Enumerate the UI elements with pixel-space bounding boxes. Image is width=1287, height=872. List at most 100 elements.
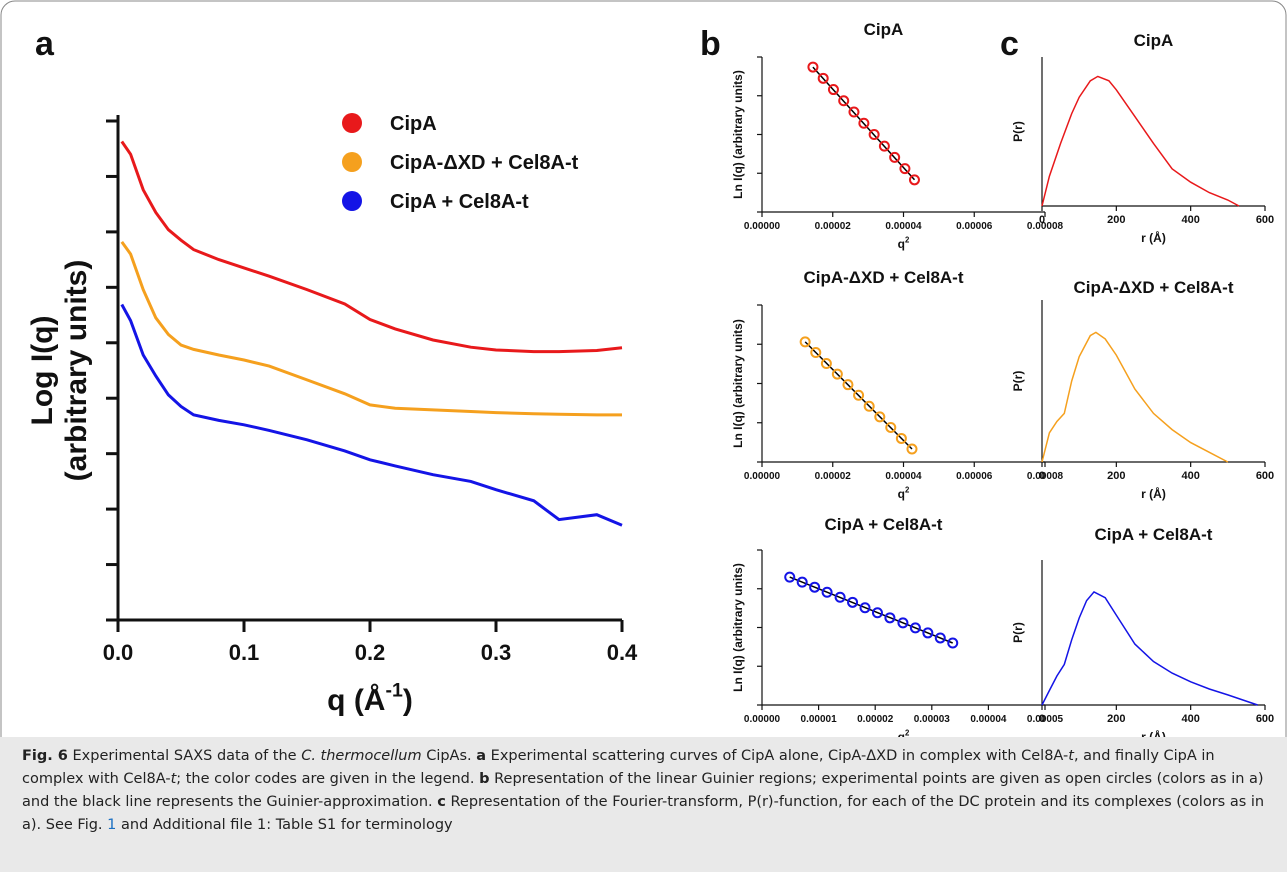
x-axis-label: r (Å) xyxy=(1141,230,1166,245)
x-axis-label: q (Å-1) xyxy=(327,680,413,718)
x-tick-label: 0.00000 xyxy=(744,221,781,232)
point xyxy=(821,586,833,598)
fit-line xyxy=(789,576,953,644)
y-axis-label: P(r) xyxy=(1011,622,1025,643)
figure-link[interactable]: 1 xyxy=(107,817,117,833)
x-axis-label-part: q (Å xyxy=(327,684,385,717)
caption-italic: C. thermocellum xyxy=(301,748,422,764)
point xyxy=(906,443,918,455)
x-axis-label-part: r (Å) xyxy=(1141,729,1166,737)
point xyxy=(947,637,959,649)
x-tick-label: 400 xyxy=(1181,214,1199,226)
y-axis-label: (arbitrary units) xyxy=(60,260,93,482)
x-axis-label-part: q xyxy=(898,730,905,737)
x-axis-label: q2 xyxy=(898,486,910,501)
point xyxy=(889,151,901,163)
legend-label: CipA xyxy=(390,113,437,135)
x-tick-label: 0.00006 xyxy=(956,221,993,232)
x-tick-label: 0.2 xyxy=(355,640,386,665)
x-tick-label: 0.00004 xyxy=(885,221,922,232)
x-axis-label-part: q xyxy=(898,237,905,251)
x-tick-label: 400 xyxy=(1181,470,1199,482)
x-tick-label: 0.0 xyxy=(103,640,134,665)
x-tick-label: 0.00005 xyxy=(1027,714,1064,725)
superscript: 2 xyxy=(905,236,910,245)
point xyxy=(820,357,832,369)
caption-bold: c xyxy=(437,794,446,810)
caption-bold: b xyxy=(479,771,490,787)
caption-text: Experimental scattering curves of CipA a… xyxy=(486,748,1069,764)
legend-marker xyxy=(342,152,362,172)
chart-title: CipA xyxy=(1134,31,1174,50)
caption: Fig. 6 Experimental SAXS data of the C. … xyxy=(0,737,1287,872)
x-tick-label: 0.00002 xyxy=(857,714,894,725)
point xyxy=(859,602,871,614)
x-axis-label-part: ) xyxy=(403,684,413,717)
point xyxy=(817,72,829,84)
point xyxy=(848,106,860,118)
curve xyxy=(120,140,623,354)
point xyxy=(874,411,886,423)
caption-text: Representation of the linear Guinier reg… xyxy=(22,771,1264,810)
caption-text: Representation of the Fourier-transform,… xyxy=(22,794,1265,833)
x-tick-label: 0.00002 xyxy=(815,471,852,482)
x-axis-label: r (Å) xyxy=(1141,486,1166,501)
point xyxy=(827,84,839,96)
legend-label: CipA-ΔXD + Cel8A-t xyxy=(390,152,579,174)
point xyxy=(909,622,921,634)
pr-curve xyxy=(1041,75,1240,207)
superscript: 2 xyxy=(905,729,910,737)
point xyxy=(834,591,846,603)
x-tick-label: 600 xyxy=(1256,214,1274,226)
caption-text: and Additional file 1: Table S1 for term… xyxy=(116,817,453,833)
point xyxy=(809,581,821,593)
point xyxy=(908,174,920,186)
panel-letter: a xyxy=(35,25,55,63)
caption-text: ; the color codes are given in the legen… xyxy=(176,771,480,787)
x-tick-label: 0.00008 xyxy=(1027,471,1064,482)
chart-title: CipA xyxy=(864,20,904,39)
point xyxy=(831,368,843,380)
point xyxy=(847,596,859,608)
chart-title: CipA + Cel8A-t xyxy=(1095,525,1213,544)
caption-italic: t xyxy=(170,771,177,787)
point xyxy=(884,612,896,624)
y-axis-label: P(r) xyxy=(1011,371,1025,392)
point xyxy=(842,379,854,391)
x-tick-label: 0.1 xyxy=(229,640,260,665)
x-tick-label: 0 xyxy=(1039,713,1045,725)
y-axis-label: Ln I(q) (arbitrary units) xyxy=(731,563,745,692)
point xyxy=(858,117,870,129)
fit-line xyxy=(812,66,916,181)
x-tick-label: 200 xyxy=(1107,214,1125,226)
x-axis-label-part: q xyxy=(898,487,905,501)
pr-curve xyxy=(1041,331,1229,463)
point xyxy=(838,95,850,107)
x-tick-label: 0.3 xyxy=(481,640,512,665)
x-axis-label-part: r (Å) xyxy=(1141,230,1166,245)
x-tick-label: 200 xyxy=(1107,470,1125,482)
point xyxy=(784,571,796,583)
x-tick-label: 200 xyxy=(1107,713,1125,725)
panel-letter: c xyxy=(1000,25,1019,63)
point xyxy=(810,346,822,358)
x-tick-label: 0 xyxy=(1039,470,1045,482)
caption-text: , and finally CipA in complex with Cel8A… xyxy=(22,748,1215,787)
curve xyxy=(120,241,622,417)
x-tick-label: 0.00000 xyxy=(744,471,781,482)
caption-bold: a xyxy=(476,748,487,764)
point xyxy=(799,336,811,348)
pr-curve xyxy=(1041,590,1258,706)
x-axis-label: r (Å) xyxy=(1141,729,1166,737)
point xyxy=(895,432,907,444)
x-tick-label: 0.00001 xyxy=(801,714,838,725)
x-tick-label: 600 xyxy=(1256,713,1274,725)
x-tick-label: 0.00000 xyxy=(744,714,781,725)
superscript: -1 xyxy=(385,680,402,702)
caption-label: Fig. 6 xyxy=(22,748,68,764)
x-tick-label: 0.00004 xyxy=(970,714,1007,725)
chart-title: CipA + Cel8A-t xyxy=(825,515,943,534)
x-tick-label: 0.00002 xyxy=(815,221,852,232)
point xyxy=(871,607,883,619)
